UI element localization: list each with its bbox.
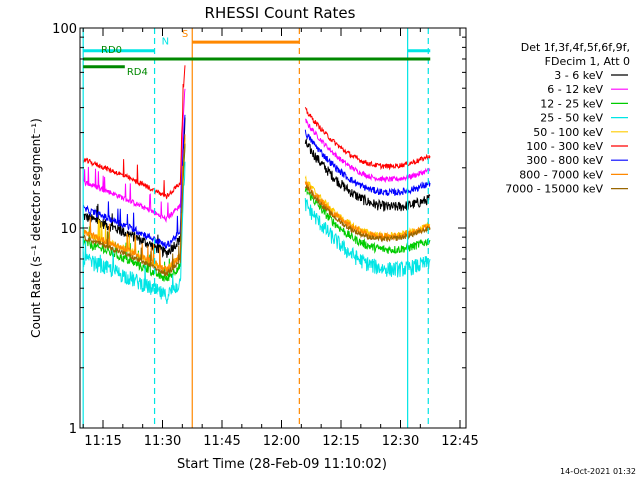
legend-label: 100 - 300 keV bbox=[526, 140, 603, 153]
x-tick-label: 11:45 bbox=[203, 434, 240, 449]
curves-layer bbox=[82, 65, 431, 305]
flag-label-rd4: RD4 bbox=[127, 67, 148, 78]
legend-label: 25 - 50 keV bbox=[540, 112, 603, 125]
x-tick-label: 12:15 bbox=[322, 434, 359, 449]
series-line-100_300keV-kev bbox=[82, 65, 431, 200]
series-line-12_25keV-kev bbox=[82, 143, 431, 282]
legend-label: 12 - 25 keV bbox=[540, 97, 603, 110]
legend: Det 1f,3f,4f,5f,6f,9f, FDecim 1, Att 0 3… bbox=[505, 41, 630, 196]
legend-label: 6 - 12 keV bbox=[547, 83, 603, 96]
x-tick-label: 12:00 bbox=[263, 434, 300, 449]
legend-label: 3 - 6 keV bbox=[554, 69, 603, 82]
legend-label: 800 - 7000 keV bbox=[519, 168, 603, 181]
series-line-300_800keV-kev bbox=[82, 114, 431, 249]
x-tick-label: 12:45 bbox=[441, 434, 478, 449]
chart-title: RHESSI Count Rates bbox=[205, 4, 356, 22]
x-tick-label: 11:30 bbox=[144, 434, 181, 449]
x-tick-label: 12:30 bbox=[382, 434, 419, 449]
legend-label: 7000 - 15000 keV bbox=[505, 183, 603, 196]
timestamp: 14-Oct-2021 01:32 bbox=[560, 467, 636, 476]
series-line-7000_15000keV-kev bbox=[82, 143, 431, 277]
legend-label: 300 - 800 keV bbox=[526, 154, 603, 167]
y-tick-label: 1 bbox=[69, 422, 77, 437]
y-tick-label: 10 bbox=[60, 222, 77, 237]
y-tick-label: 100 bbox=[52, 22, 77, 37]
legend-header-line-1: Det 1f,3f,4f,5f,6f,9f, bbox=[521, 41, 630, 54]
series-line-25_50keV-kev bbox=[82, 161, 431, 305]
series-line-6_12keV-kev bbox=[82, 88, 431, 223]
flag-label-rd0: RD0 bbox=[101, 45, 122, 56]
legend-label: 50 - 100 keV bbox=[533, 126, 603, 139]
flags-layer: N S RD0 RD4 bbox=[83, 29, 431, 78]
axes-layer: 11:15 11:30 11:45 12:00 12:15 12:30 12:45 1 10 10… bbox=[52, 22, 479, 449]
legend-header-line-2: FDecim 1, Att 0 bbox=[545, 55, 630, 68]
y-axis-label: Count Rate (s⁻¹ detector segment⁻¹) bbox=[29, 118, 43, 338]
x-tick-label: 11:15 bbox=[84, 434, 121, 449]
flag-label-s: S bbox=[182, 29, 188, 40]
flag-label-n: N bbox=[162, 37, 169, 48]
x-axis-label: Start Time (28-Feb-09 11:10:02) bbox=[177, 457, 387, 472]
